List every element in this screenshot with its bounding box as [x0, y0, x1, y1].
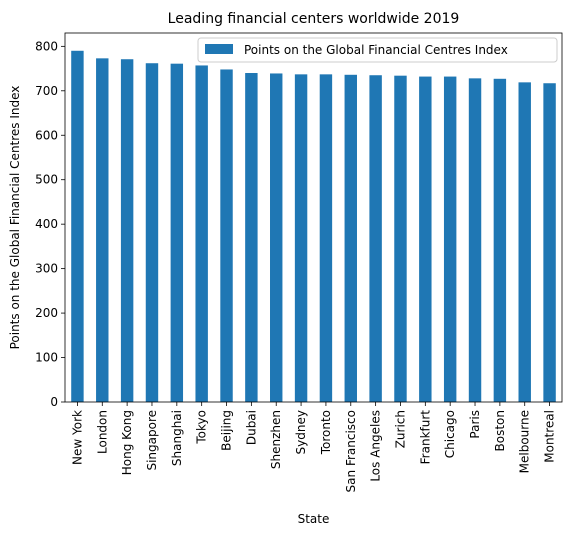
x-tick-label: Chicago [443, 410, 457, 458]
bar-melbourne [518, 82, 531, 402]
x-tick-label: Sydney [294, 410, 308, 454]
bar-new-york [71, 50, 84, 402]
plot-area-frame [64, 32, 563, 403]
legend: Points on the Global Financial Centres I… [197, 37, 558, 63]
bar-chicago [443, 76, 457, 402]
y-axis-label: Points on the Global Financial Centres I… [8, 86, 22, 350]
y-tick-label: 500 [35, 173, 58, 187]
bar-shanghai [170, 63, 184, 403]
x-tick-label: Singapore [145, 410, 159, 471]
legend-swatch [205, 44, 233, 54]
bar-sydney [294, 74, 308, 402]
bar-singapore [145, 63, 159, 402]
x-tick-label: Paris [468, 410, 482, 439]
bar-shenzhen [270, 73, 283, 403]
x-tick-label: Shanghai [170, 410, 184, 466]
x-tick-label: Toronto [319, 410, 333, 455]
x-tick-label: Dubai [244, 410, 258, 445]
x-tick-label: Hong Kong [120, 410, 134, 475]
y-tick-label: 400 [35, 217, 58, 231]
bar-zurich [394, 75, 407, 403]
y-tick-label: 300 [35, 262, 58, 276]
bar-dubai [245, 73, 258, 402]
x-tick-label: Tokyo [195, 410, 209, 445]
y-axis-ticks: 0 100 200 300 400 500 600 700 800 [35, 39, 65, 409]
bar-beijing [220, 69, 233, 403]
bar-toronto [319, 74, 333, 402]
bar-london [96, 58, 109, 403]
y-tick-label: 200 [35, 306, 58, 320]
x-tick-label: Los Angeles [369, 410, 383, 482]
x-tick-label: Boston [493, 410, 507, 451]
legend-label: Points on the Global Financial Centres I… [244, 43, 508, 57]
x-axis-ticks: New York London Hong Kong Singapore Shanghai… [70, 402, 557, 492]
bar-los-angeles [369, 75, 382, 402]
y-tick-label: 800 [35, 39, 58, 53]
x-tick-label: Beijing [220, 410, 234, 451]
x-tick-label: London [95, 410, 109, 454]
bar-paris [468, 78, 482, 402]
chart-title: Leading financial centers worldwide 2019 [168, 11, 460, 27]
bar-hong-kong [120, 59, 134, 402]
x-tick-label: Frankfurt [418, 410, 432, 465]
x-tick-label: New York [70, 410, 84, 465]
bar-montreal [543, 83, 556, 403]
bar-frankfurt [419, 76, 432, 402]
x-tick-label: Melbourne [518, 410, 532, 473]
legend-frame [197, 37, 558, 63]
y-tick-label: 600 [35, 128, 58, 142]
bar-boston [493, 78, 507, 402]
x-tick-label: Shenzhen [269, 410, 283, 469]
bar-san-francisco [344, 74, 357, 402]
bar-tokyo [195, 65, 208, 402]
y-tick-label: 0 [50, 395, 58, 409]
x-tick-label: San Francisco [344, 410, 358, 492]
bars-group [71, 50, 556, 403]
y-tick-label: 100 [35, 351, 58, 365]
y-tick-label: 700 [35, 84, 58, 98]
x-tick-label: Montreal [543, 410, 557, 463]
x-tick-label: Zurich [393, 410, 407, 448]
x-axis-label: State [298, 512, 330, 526]
